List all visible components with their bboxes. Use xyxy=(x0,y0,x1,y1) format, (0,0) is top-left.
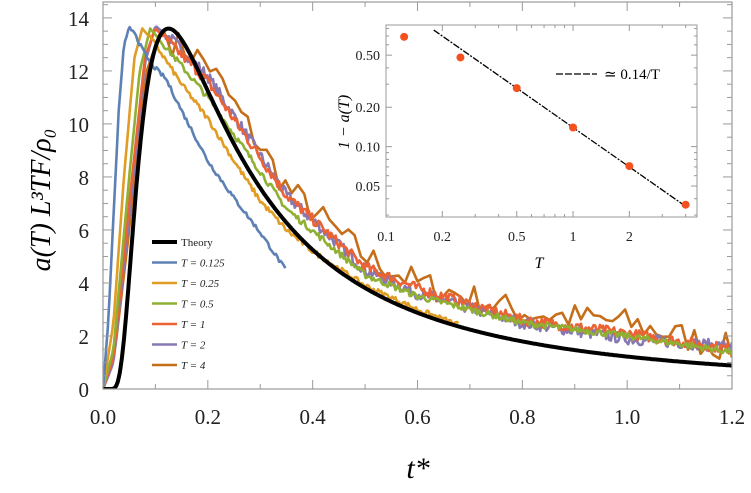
inset-x-tick-label: 1 xyxy=(570,230,577,245)
series-line-0.25 xyxy=(103,27,460,389)
inset-y-tick-label: 0.20 xyxy=(356,101,381,116)
inset-y-tick-label: 0.50 xyxy=(356,49,381,64)
legend-label: T = 4 xyxy=(181,360,206,372)
legend-label: Theory xyxy=(181,237,213,249)
series-line-0.125 xyxy=(103,25,287,389)
legend-label: T = 1 xyxy=(181,319,205,331)
x-tick-label: 0.6 xyxy=(404,405,430,429)
inset-data-point xyxy=(456,53,465,62)
legend-label: T = 2 xyxy=(181,340,206,352)
inset-x-tick-label: 0.1 xyxy=(377,230,395,245)
inset-y-tick-label: 0.05 xyxy=(356,180,381,195)
y-tick-label: 10 xyxy=(68,113,89,137)
x-tick-label: 0.2 xyxy=(195,405,221,429)
x-tick-label: 1.2 xyxy=(719,405,745,429)
series-line-0.5 xyxy=(103,27,732,389)
legend-label: T = 0.5 xyxy=(181,299,214,311)
legend-label: T = 0.25 xyxy=(181,278,220,290)
inset-x-tick-label: 0.2 xyxy=(434,230,452,245)
inset-y-axis-label: 1 − a(T) xyxy=(336,95,353,149)
theory-line xyxy=(103,26,732,389)
inset-data-point xyxy=(625,162,634,171)
legend-label: T = 0.125 xyxy=(181,258,225,270)
inset-legend-label: ≃ 0.14/T xyxy=(604,67,660,83)
y-tick-label: 2 xyxy=(79,325,90,349)
y-tick-label: 4 xyxy=(79,272,90,296)
inset-data-point xyxy=(681,200,690,209)
inset-data-point xyxy=(400,32,409,41)
inset-x-tick-label: 0.5 xyxy=(508,230,526,245)
inset-y-tick-label: 0.10 xyxy=(356,141,381,156)
inset-plot: 0.1 0.2 0.5 1 2 0.05 0.10 0.20 0.50 T 1 − a(T) ≃ 0.… xyxy=(336,24,698,272)
x-tick-label: 1.0 xyxy=(614,405,640,429)
y-tick-label: 8 xyxy=(79,166,90,190)
x-tick-label: 0.0 xyxy=(90,405,116,429)
curves xyxy=(103,25,732,389)
x-tick-label: 0.4 xyxy=(300,405,327,429)
series-line-4 xyxy=(103,31,732,389)
inset-x-axis-label: T xyxy=(535,255,545,272)
x-axis-label: t* xyxy=(406,452,429,485)
y-axis-label: a(T) L³TF/ρ₀ xyxy=(26,129,57,272)
y-tick-label: 6 xyxy=(79,219,90,243)
legend: Theory T = 0.125 T = 0.25 T = 0.5 T = 1 T = 2… xyxy=(152,237,225,372)
inset-data-point xyxy=(512,84,521,93)
inset-x-tick-label: 2 xyxy=(626,230,633,245)
inset-data-point xyxy=(569,123,578,132)
inset-fit-line xyxy=(433,29,687,207)
inset-frame xyxy=(385,24,698,218)
y-tick-label: 12 xyxy=(68,60,89,84)
y-tick-label: 14 xyxy=(68,7,90,31)
y-tick-label: 0 xyxy=(79,378,90,402)
x-tick-label: 0.8 xyxy=(509,405,535,429)
